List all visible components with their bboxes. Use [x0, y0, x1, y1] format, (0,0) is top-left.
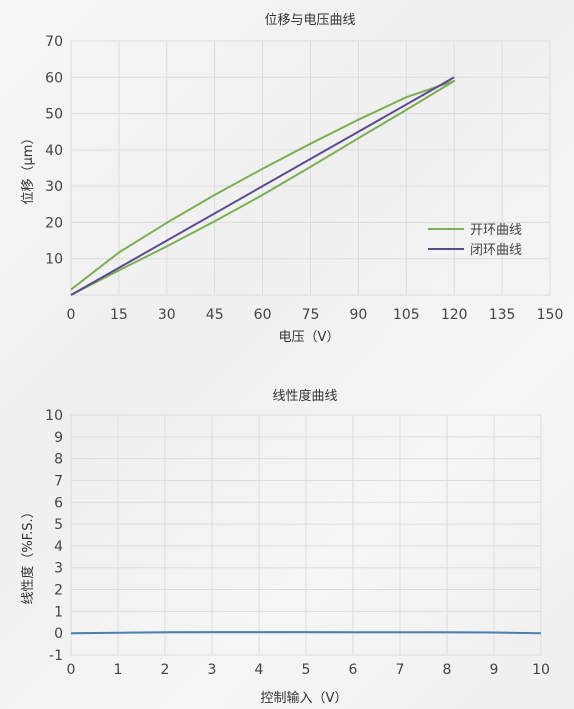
- chart1-x-tick-label: 135: [489, 307, 516, 323]
- chart1-y-axis-label: 位移（μm）: [21, 132, 36, 205]
- chart2-x-tick-label: 6: [349, 662, 358, 678]
- chart1-y-tick-label: 60: [45, 70, 63, 86]
- chart1-y-ticks: 10 20 30 40 50 60 70: [45, 34, 63, 268]
- chart2-x-tick-label: 10: [532, 662, 550, 678]
- chart2-y-tick-label: 7: [54, 473, 63, 489]
- chart2-y-tick-label: 0: [54, 626, 63, 642]
- chart1-x-tick-label: 90: [349, 307, 367, 323]
- chart2-y-tick-label: 10: [45, 408, 63, 424]
- chart2-x-tick-label: 0: [67, 662, 76, 678]
- chart2-x-ticks: 0 1 2 3 4 5 6 7 8 9 10: [67, 662, 550, 678]
- chart1-series-line-1: [70, 76, 455, 296]
- chart2-x-tick-label: 5: [302, 662, 311, 678]
- chart2-y-tick-label: 6: [54, 495, 63, 511]
- chart1-series-line-0: [70, 79, 456, 296]
- chart1-x-tick-label: 0: [67, 307, 76, 323]
- chart2-y-tick-label: 9: [54, 430, 63, 446]
- chart2-y-tick-label: -1: [49, 648, 63, 664]
- chart1-x-tick-label: 45: [206, 307, 224, 323]
- chart1-x-tick-label: 150: [537, 307, 564, 323]
- chart1-legend: 开环曲线 闭环曲线: [428, 223, 522, 258]
- chart1-series: [70, 76, 456, 296]
- chart1-x-ticks: 0 15 30 45 60 75 90 105 120 135 150: [67, 307, 564, 323]
- chart2-y-tick-label: 2: [54, 583, 63, 599]
- chart2-y-tick-label: 8: [54, 452, 63, 468]
- chart1-title: 位移与电压曲线: [264, 13, 355, 28]
- chart1-grid: [70, 40, 551, 296]
- chart1-x-tick-label: 75: [302, 307, 320, 323]
- chart1-x-tick-label: 30: [158, 307, 176, 323]
- chart1-x-tick-label: 105: [393, 307, 420, 323]
- chart2-y-ticks: -1 0 1 2 3 4 5 6 7 8 9 10: [45, 408, 63, 664]
- chart1-y-tick-label: 70: [45, 34, 63, 50]
- chart2-x-tick-label: 1: [114, 662, 123, 678]
- chart1-y-tick-label: 10: [45, 252, 63, 268]
- chart2-title: 线性度曲线: [272, 388, 337, 404]
- chart1-y-tick-label: 40: [45, 143, 63, 159]
- chart1-x-tick-label: 120: [441, 307, 468, 323]
- chart2-y-tick-label: 4: [54, 539, 63, 555]
- chart2-grid: [70, 414, 542, 656]
- chart2-y-tick-label: 5: [54, 517, 63, 533]
- displacement-voltage-chart: 0 15 30 45 60 75 90 105 120 135 150 10 20 30 40 50 60 70…: [21, 13, 564, 345]
- chart2-series-line-0: [70, 631, 542, 635]
- legend-open-loop-label: 开环曲线: [470, 223, 522, 238]
- legend-closed-loop-label: 闭环曲线: [470, 243, 522, 258]
- chart2-x-tick-label: 7: [396, 662, 405, 678]
- chart1-x-tick-label: 15: [110, 307, 128, 323]
- chart1-x-tick-label: 60: [254, 307, 272, 323]
- chart2-y-tick-label: 3: [54, 561, 63, 577]
- chart2-x-tick-label: 8: [443, 662, 452, 678]
- chart2-y-tick-label: 1: [54, 604, 63, 620]
- chart2-x-tick-label: 9: [490, 662, 499, 678]
- chart1-y-tick-label: 50: [45, 107, 63, 123]
- chart1-y-tick-label: 20: [45, 215, 63, 231]
- chart2-x-tick-label: 4: [255, 662, 264, 678]
- chart2-series: [70, 631, 542, 635]
- chart2-x-axis-label: 控制输入（V）: [261, 690, 348, 706]
- chart2-x-tick-label: 3: [208, 662, 217, 678]
- chart2-x-tick-label: 2: [161, 662, 170, 678]
- chart1-x-axis-label: 电压（V）: [279, 330, 340, 345]
- chart1-y-tick-label: 30: [45, 179, 63, 195]
- chart2-y-axis-label: 线性度（%F.S.）: [20, 505, 36, 604]
